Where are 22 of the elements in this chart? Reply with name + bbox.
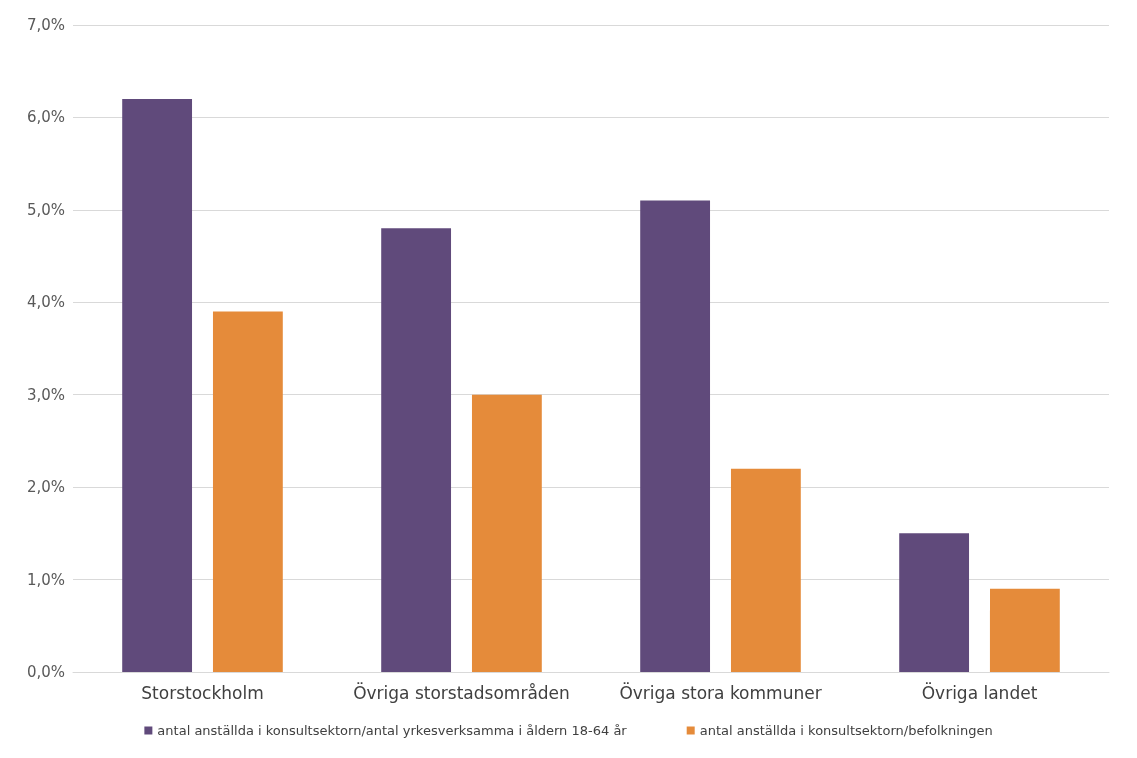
bar	[381, 228, 452, 672]
y-tick-label: 0,0%	[26, 663, 65, 681]
bar	[212, 311, 283, 672]
y-tick-label: 5,0%	[26, 200, 65, 219]
x-tick-label: Övriga landet	[921, 681, 1038, 703]
x-tick-label: Övriga storstadsområden	[353, 681, 570, 703]
y-tick-label: 4,0%	[26, 293, 65, 312]
bar	[122, 98, 193, 672]
y-tick-label: 3,0%	[26, 385, 65, 404]
bar	[640, 200, 711, 672]
y-tick-label: 7,0%	[26, 16, 65, 34]
bar	[730, 468, 801, 672]
bar	[989, 588, 1060, 672]
legend-label: antal anställda i konsultsektorn/antal yrkesverksamma i åldern 18-64 år	[157, 723, 628, 738]
x-tick-label: Övriga stora kommuner	[619, 681, 822, 703]
x-tick-label: Storstockholm	[141, 682, 264, 703]
y-tick-label: 2,0%	[26, 478, 65, 497]
legend-label: antal anställda i konsultsektorn/befolkningen	[699, 723, 993, 738]
bar	[899, 533, 970, 672]
bar	[471, 394, 542, 672]
y-tick-label: 1,0%	[26, 570, 65, 589]
y-tick-label: 6,0%	[26, 108, 65, 127]
